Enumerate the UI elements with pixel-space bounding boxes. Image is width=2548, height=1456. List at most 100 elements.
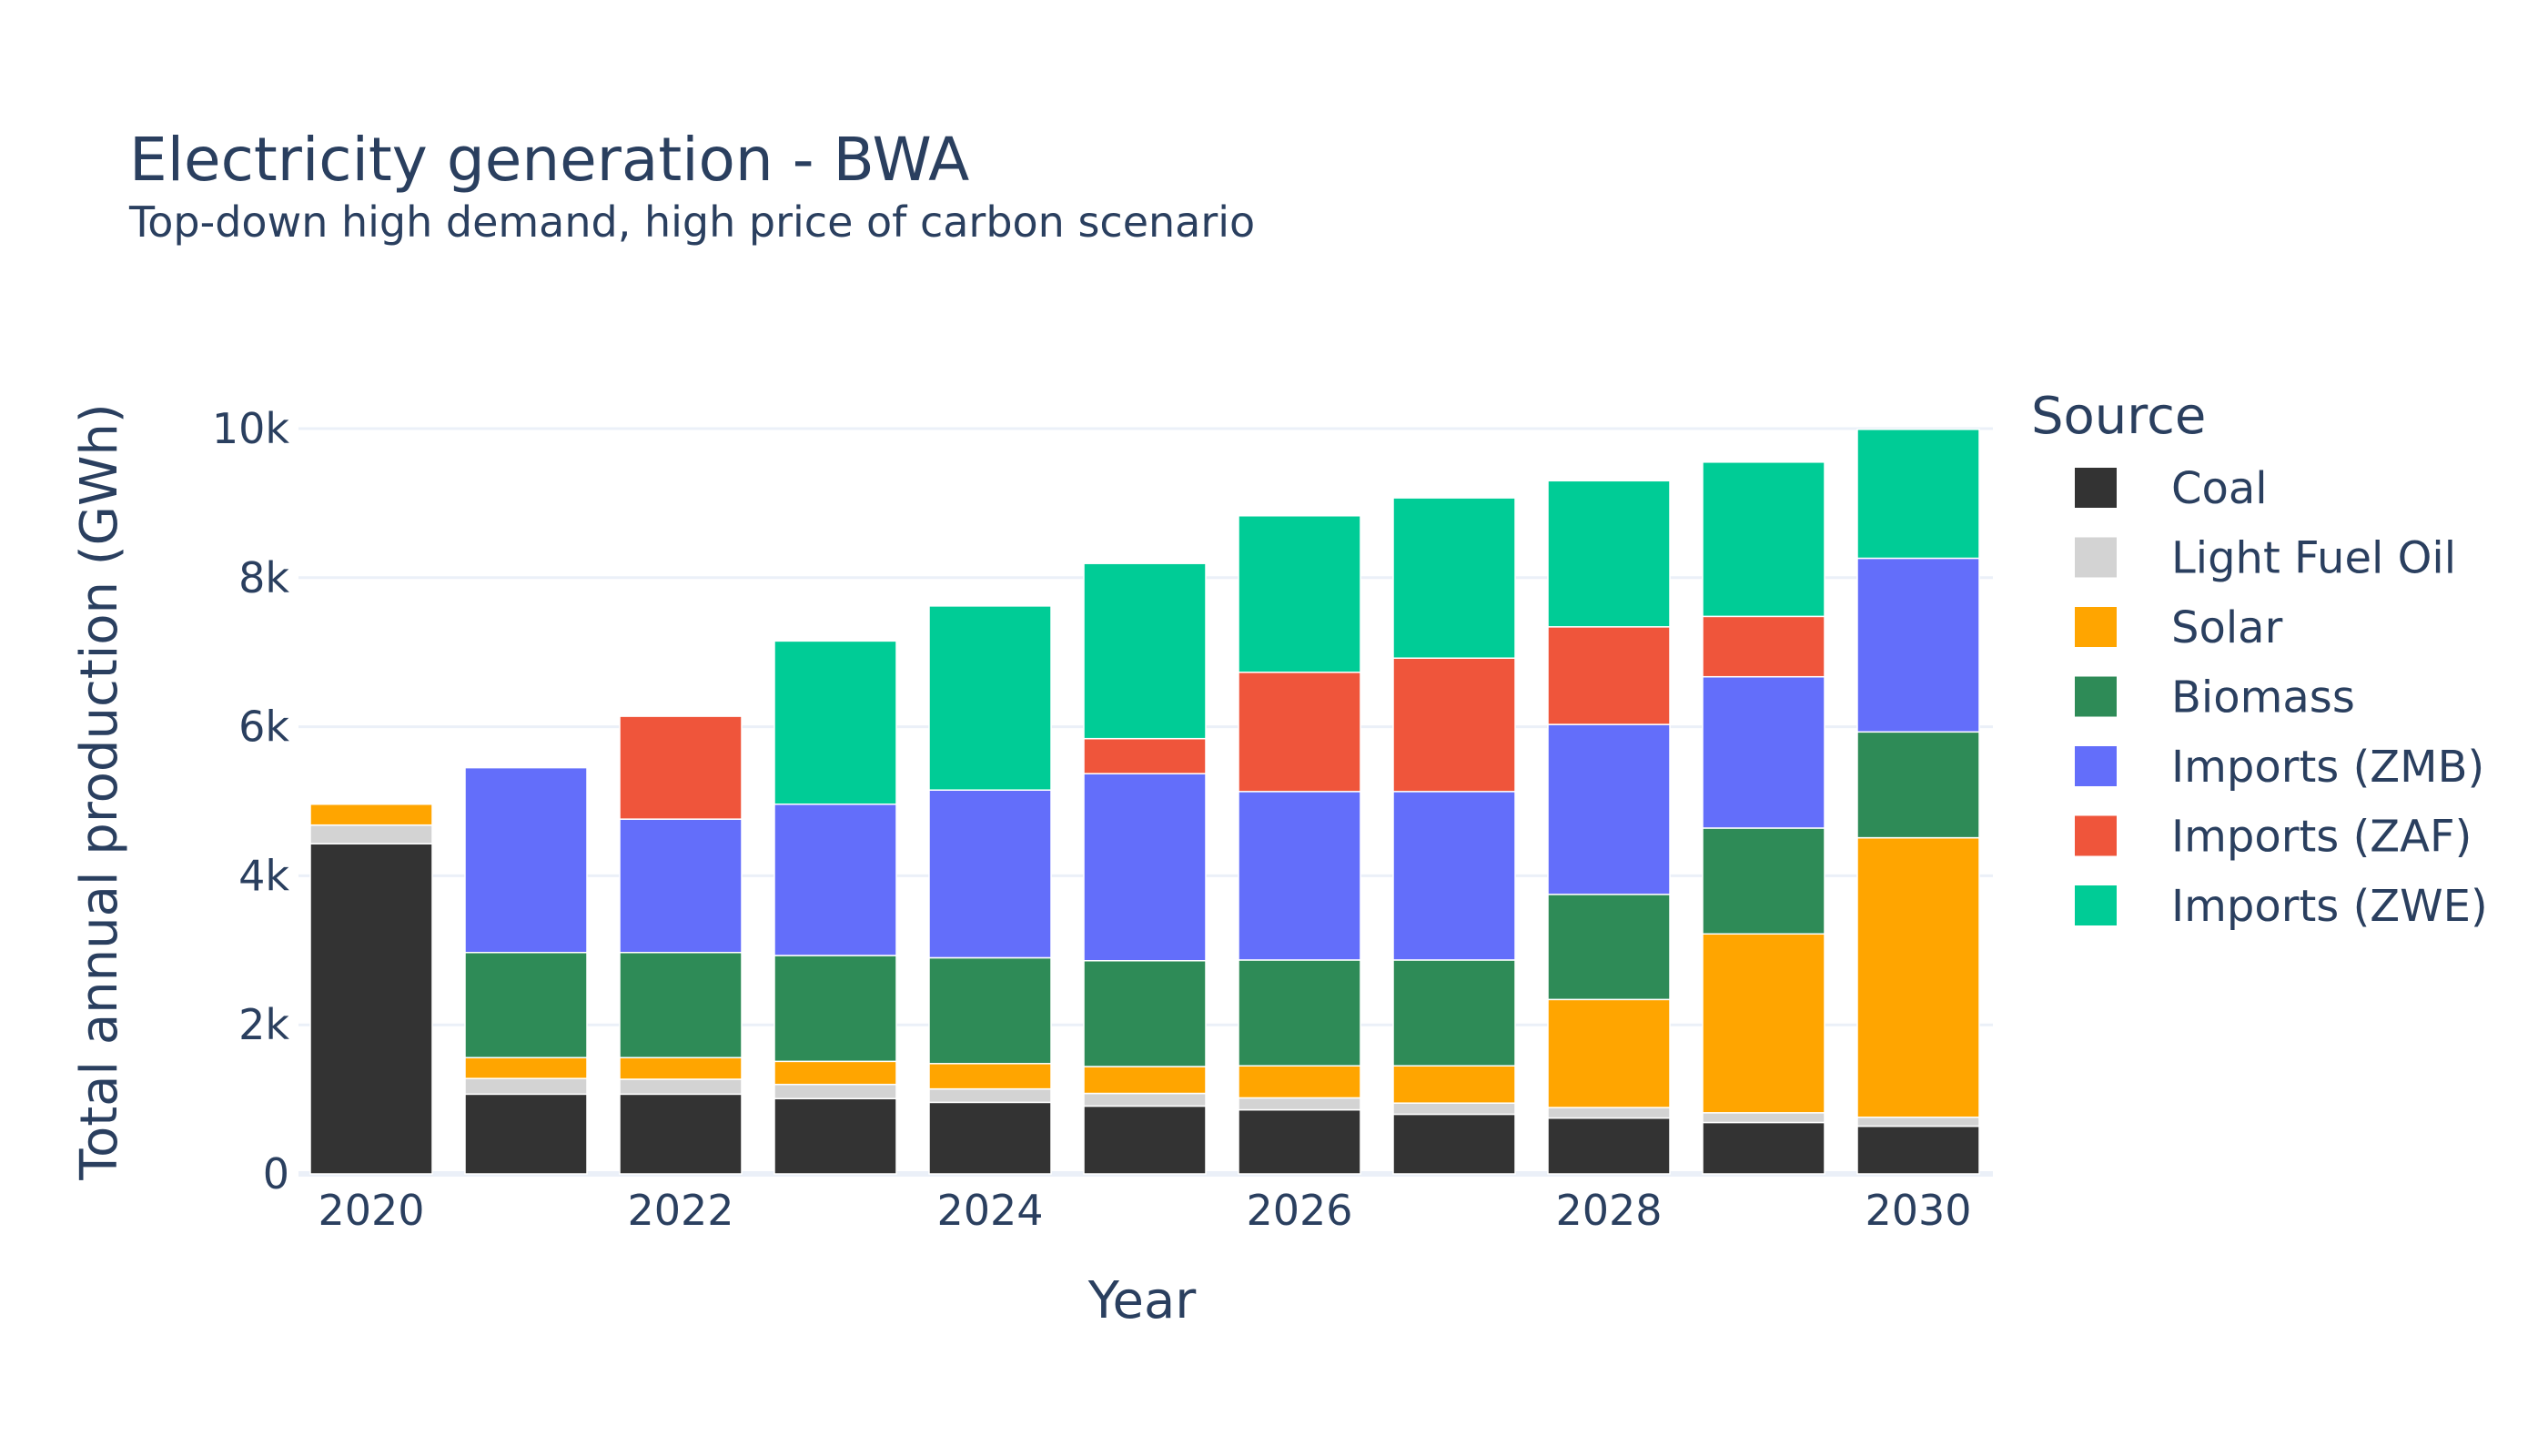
legend-label: Imports (ZWE): [2171, 881, 2488, 932]
bar-imports-zmb-2029: [1702, 675, 1825, 829]
legend-swatch: [2075, 468, 2117, 508]
x-tick-label: 2020: [318, 1186, 424, 1235]
bar-imports-zaf-2028: [1547, 626, 1671, 725]
bar-coal-2025: [1083, 1105, 1207, 1175]
bar-imports-zmb-2022: [619, 818, 743, 954]
x-tick-label: 2030: [1865, 1186, 1971, 1235]
legend-label: Light Fuel Oil: [2171, 533, 2456, 584]
legend-label: Biomass: [2171, 672, 2355, 723]
bar-biomass-2029: [1702, 827, 1825, 935]
bar-imports-zaf-2022: [619, 715, 743, 820]
bar-imports-zaf-2027: [1392, 657, 1516, 793]
bar-biomass-2022: [619, 951, 743, 1058]
bar-solar-2022: [619, 1057, 743, 1080]
bar-light-fuel-oil-2020: [309, 824, 433, 844]
bar-solar-2023: [774, 1060, 897, 1086]
bars: [309, 429, 1980, 1175]
bar-solar-2024: [928, 1063, 1052, 1090]
bar-coal-2027: [1392, 1113, 1516, 1175]
bar-biomass-2024: [928, 956, 1052, 1065]
bar-coal-2023: [774, 1097, 897, 1175]
bar-imports-zmb-2025: [1083, 773, 1207, 962]
bar-imports-zmb-2024: [928, 789, 1052, 959]
bar-solar-2028: [1547, 998, 1671, 1108]
bar-coal-2022: [619, 1093, 743, 1175]
bar-light-fuel-oil-2021: [464, 1077, 588, 1096]
y-axis-title: Total annual production (GWh): [70, 403, 129, 1181]
bar-imports-zwe-2025: [1083, 562, 1207, 740]
bar-light-fuel-oil-2029: [1702, 1112, 1825, 1124]
legend-label: Imports (ZMB): [2171, 742, 2484, 793]
y-tick-label: 2k: [238, 1000, 289, 1049]
bar-light-fuel-oil-2027: [1392, 1102, 1516, 1116]
bar-imports-zwe-2026: [1238, 515, 1361, 673]
bar-imports-zaf-2029: [1702, 615, 1825, 678]
x-tick-label: 2028: [1555, 1186, 1662, 1235]
legend-swatch: [2075, 537, 2117, 578]
bar-imports-zmb-2028: [1547, 723, 1671, 895]
bar-light-fuel-oil-2026: [1238, 1097, 1361, 1111]
bar-imports-zwe-2024: [928, 605, 1052, 791]
legend-swatch: [2075, 676, 2117, 717]
y-tick-label: 0: [263, 1149, 289, 1198]
bar-solar-2021: [464, 1057, 588, 1079]
bar-light-fuel-oil-2025: [1083, 1092, 1207, 1107]
y-tick-label: 8k: [238, 553, 289, 602]
y-tick-label: 10k: [212, 404, 290, 453]
bar-solar-2030: [1856, 836, 1980, 1118]
legend-swatch: [2075, 607, 2117, 647]
legend: Source Coal Light Fuel Oil Solar Biomass Imp…: [2031, 387, 2488, 932]
bar-imports-zwe-2030: [1856, 429, 1980, 560]
bar-biomass-2027: [1392, 959, 1516, 1067]
legend-label: Solar: [2171, 602, 2283, 653]
bar-light-fuel-oil-2023: [774, 1083, 897, 1100]
bar-light-fuel-oil-2028: [1547, 1107, 1671, 1119]
bar-imports-zaf-2025: [1083, 737, 1207, 774]
chart-subtitle: Top-down high demand, high price of carb…: [128, 197, 1255, 247]
x-axis-title: Year: [1087, 1271, 1198, 1330]
bar-coal-2029: [1702, 1121, 1825, 1175]
bar-light-fuel-oil-2024: [928, 1087, 1052, 1104]
bar-coal-2028: [1547, 1117, 1671, 1175]
bar-imports-zwe-2029: [1702, 461, 1825, 618]
bar-coal-2026: [1238, 1108, 1361, 1175]
bar-coal-2021: [464, 1093, 588, 1175]
chart-title: Electricity generation - BWA: [129, 125, 969, 195]
x-tick-label: 2024: [936, 1186, 1043, 1235]
bar-biomass-2030: [1856, 731, 1980, 839]
x-tick-label: 2026: [1246, 1186, 1352, 1235]
bar-biomass-2025: [1083, 960, 1207, 1067]
bar-light-fuel-oil-2022: [619, 1078, 743, 1096]
bar-imports-zwe-2027: [1392, 497, 1516, 659]
legend-title: Source: [2031, 387, 2206, 446]
y-tick-label: 6k: [238, 703, 289, 752]
bar-imports-zaf-2026: [1238, 672, 1361, 793]
legend-swatch: [2075, 815, 2117, 856]
bar-imports-zmb-2026: [1238, 791, 1361, 961]
bar-imports-zmb-2027: [1392, 791, 1516, 961]
bar-biomass-2021: [464, 951, 588, 1058]
bar-imports-zmb-2021: [464, 766, 588, 954]
bar-solar-2027: [1392, 1065, 1516, 1104]
bar-coal-2020: [309, 843, 433, 1175]
bar-imports-zwe-2023: [774, 640, 897, 805]
bar-biomass-2028: [1547, 894, 1671, 1001]
bar-solar-2025: [1083, 1066, 1207, 1095]
bar-imports-zmb-2030: [1856, 557, 1980, 733]
legend-label: Coal: [2171, 463, 2268, 514]
bar-light-fuel-oil-2030: [1856, 1117, 1980, 1127]
bar-biomass-2026: [1238, 959, 1361, 1067]
axes: 0 2k 4k 6k 8k 10k 2020 2022 2024 2026 2028 2030: [212, 404, 1972, 1235]
y-tick-label: 4k: [238, 851, 289, 900]
bar-coal-2030: [1856, 1125, 1980, 1175]
bar-imports-zmb-2023: [774, 804, 897, 956]
bar-coal-2024: [928, 1101, 1052, 1175]
bar-solar-2026: [1238, 1065, 1361, 1099]
bar-solar-2029: [1702, 933, 1825, 1114]
bar-imports-zwe-2028: [1547, 480, 1671, 628]
bar-biomass-2023: [774, 955, 897, 1063]
legend-label: Imports (ZAF): [2171, 812, 2472, 863]
legend-swatch: [2075, 746, 2117, 786]
legend-swatch: [2075, 885, 2117, 925]
